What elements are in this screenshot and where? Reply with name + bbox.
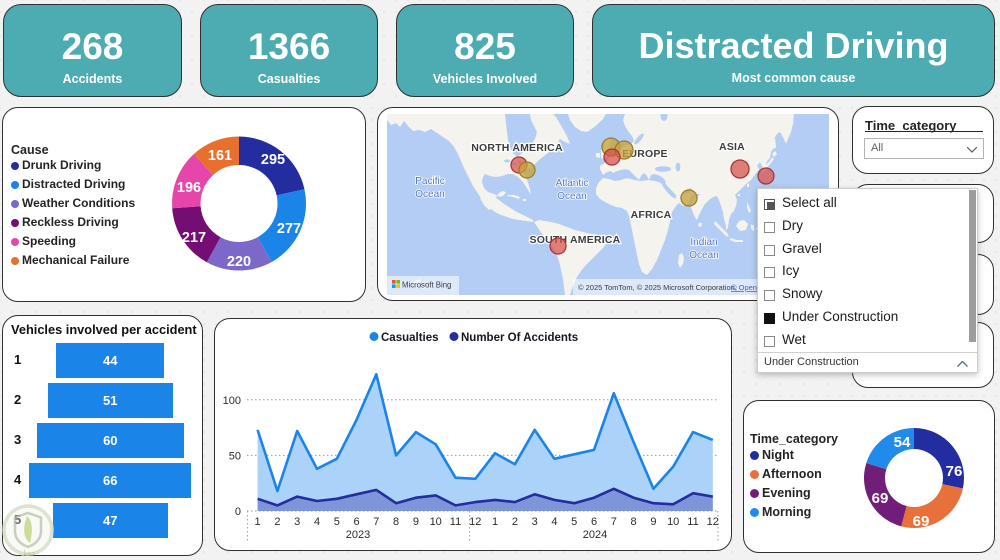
svg-text:Indian: Indian — [690, 237, 717, 248]
svg-text:8: 8 — [631, 516, 637, 528]
svg-text:1: 1 — [492, 516, 498, 528]
svg-text:69: 69 — [913, 513, 930, 530]
svg-text:11: 11 — [687, 516, 698, 528]
svg-text:SOUTH AMERICA: SOUTH AMERICA — [530, 234, 621, 246]
svg-text:2023: 2023 — [346, 529, 370, 541]
svg-text:2: 2 — [512, 516, 518, 528]
svg-text:69: 69 — [872, 490, 889, 507]
svg-text:© Open: © Open — [731, 283, 757, 292]
svg-text:11: 11 — [450, 516, 461, 528]
svg-text:3: 3 — [294, 516, 300, 528]
svg-text:Atlantic: Atlantic — [556, 178, 589, 189]
svg-text:Ocean: Ocean — [689, 250, 718, 261]
svg-text:100: 100 — [223, 395, 241, 407]
svg-text:Ocean: Ocean — [415, 189, 444, 200]
svg-text:© 2025 TomTom, © 2025 Microsof: © 2025 TomTom, © 2025 Microsoft Corporat… — [578, 283, 737, 292]
svg-text:220: 220 — [227, 254, 251, 270]
svg-text:2024: 2024 — [583, 529, 607, 541]
svg-text:7: 7 — [611, 516, 617, 528]
svg-text:4: 4 — [551, 516, 557, 528]
svg-text:50: 50 — [229, 450, 241, 462]
svg-text:Number Of Accidents: Number Of Accidents — [461, 332, 578, 344]
svg-text:Microsoft Bing: Microsoft Bing — [402, 281, 451, 290]
svg-text:10: 10 — [430, 516, 442, 528]
svg-text:NORTH AMERICA: NORTH AMERICA — [471, 142, 563, 154]
svg-text:54: 54 — [894, 434, 911, 451]
svg-text:9: 9 — [413, 516, 419, 528]
svg-text:حفيل: حفيل — [20, 549, 35, 557]
svg-text:295: 295 — [261, 152, 285, 168]
svg-text:AFRICA: AFRICA — [631, 209, 672, 221]
svg-text:196: 196 — [177, 180, 201, 196]
svg-text:6: 6 — [591, 516, 597, 528]
svg-text:12: 12 — [707, 516, 719, 528]
svg-text:217: 217 — [182, 230, 206, 246]
svg-text:4: 4 — [314, 516, 320, 528]
svg-text:10: 10 — [667, 516, 679, 528]
svg-text:5: 5 — [571, 516, 577, 528]
svg-text:1: 1 — [255, 516, 261, 528]
svg-text:2: 2 — [274, 516, 280, 528]
svg-text:9: 9 — [650, 516, 656, 528]
svg-text:7: 7 — [373, 516, 379, 528]
svg-text:161: 161 — [208, 148, 232, 164]
svg-text:277: 277 — [277, 221, 301, 237]
svg-text:0: 0 — [235, 506, 241, 518]
svg-text:12: 12 — [469, 516, 481, 528]
svg-text:Ocean: Ocean — [557, 191, 586, 202]
svg-text:Pacific: Pacific — [415, 176, 444, 187]
svg-text:8: 8 — [393, 516, 399, 528]
svg-text:5: 5 — [334, 516, 340, 528]
svg-text:ASIA: ASIA — [719, 141, 745, 153]
svg-text:6: 6 — [353, 516, 359, 528]
svg-text:Casualties: Casualties — [381, 332, 439, 344]
svg-text:76: 76 — [946, 463, 963, 480]
svg-text:3: 3 — [532, 516, 538, 528]
